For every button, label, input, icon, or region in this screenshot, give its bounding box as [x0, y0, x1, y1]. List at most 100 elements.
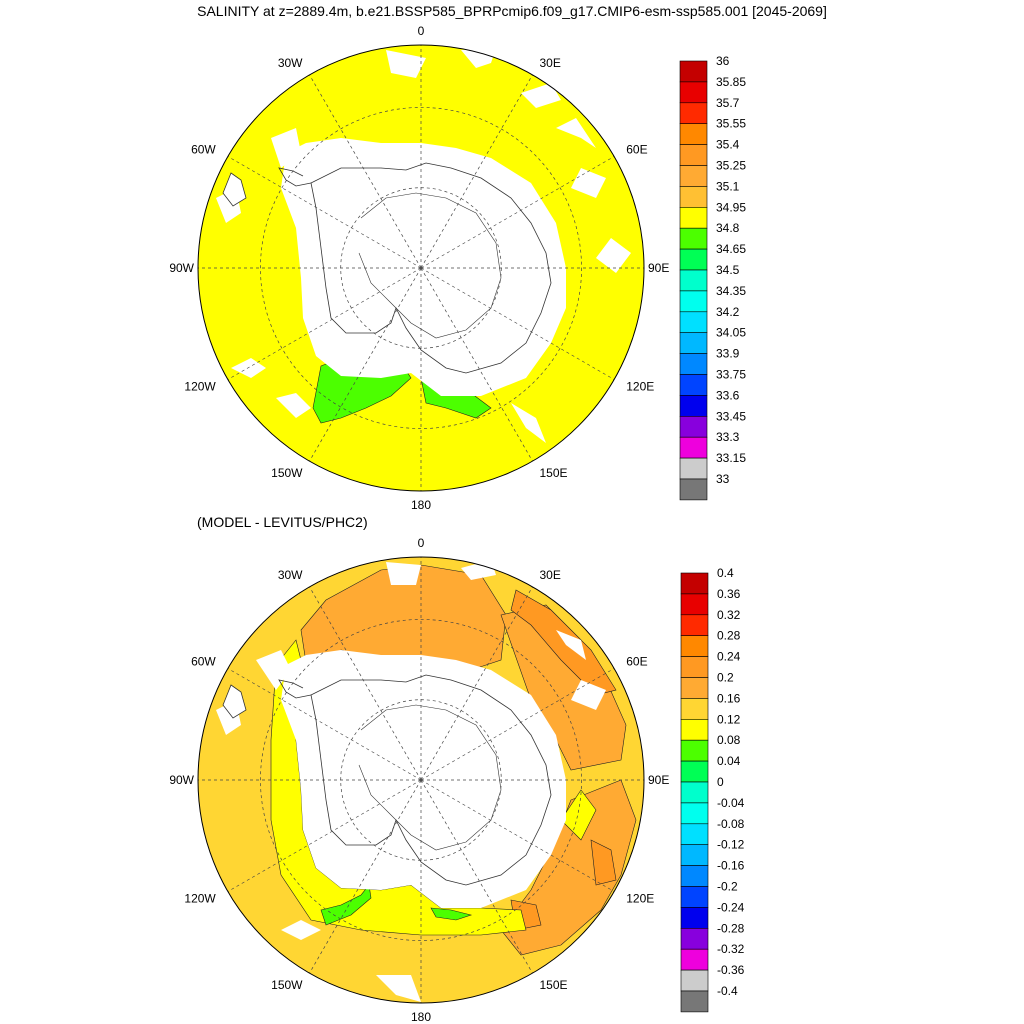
colorbar-box: [679, 395, 708, 417]
antarctic-peninsula: [278, 167, 312, 187]
colorbar-tick-label: -0.36: [717, 963, 745, 977]
longitude-label: 30E: [540, 56, 561, 70]
colorbar-tick-label: 35.7: [716, 96, 740, 110]
colorbar-tick-label: 33.6: [716, 388, 740, 402]
antarctic-peninsula: [278, 679, 312, 699]
colorbar-box: [679, 102, 708, 125]
meridian-line: [420, 779, 533, 974]
colorbar-tick-label: 0.32: [717, 608, 741, 622]
longitude-label: 30E: [540, 568, 561, 582]
meridian-line: [420, 668, 615, 781]
colorbar-tick-label: -0.32: [717, 942, 745, 956]
colorbar-box: [679, 144, 708, 166]
colorbar-tick-label: -0.04: [717, 796, 745, 810]
colorbar-box: [679, 269, 708, 292]
missing-data-patch: [231, 358, 266, 378]
meridian-line: [309, 586, 422, 781]
missing-data-patch: [386, 562, 421, 585]
colorbar-tick-label: -0.16: [717, 859, 745, 873]
colorbar-box: [680, 614, 709, 636]
colorbar-box: [680, 656, 709, 678]
meridian-line: [420, 267, 533, 462]
colorbar-box: [679, 478, 708, 501]
meridian-line: [227, 267, 422, 380]
colorbar-box: [680, 698, 709, 720]
longitude-label: 60W: [191, 143, 216, 157]
colorbar-tick-label: 35.55: [716, 117, 746, 131]
colorbar-tick-label: 33.3: [716, 430, 740, 444]
colorbar-box: [680, 635, 709, 657]
missing-data-patch: [521, 83, 561, 108]
map-boundary: [197, 44, 645, 492]
colorbar-tick-label: -0.24: [717, 900, 745, 914]
difference-colorbar: 0.4 0.36 0.32 0.28 0.24 0.2 0.16 0.12 0.08 0.04 0 -…: [680, 566, 745, 1013]
missing-data-patch: [376, 975, 421, 1002]
colorbar-box: [680, 844, 709, 866]
meridian-line: [420, 267, 615, 380]
colorbar-tick-label: 0.4: [717, 566, 734, 580]
colorbar-box: [680, 927, 709, 950]
colorbar-box: [679, 415, 708, 438]
missing-data-patch: [556, 630, 586, 660]
longitude-label: 180: [411, 1010, 431, 1024]
colorbar-tick-label: 34.05: [716, 326, 746, 340]
missing-data-patch: [281, 920, 321, 940]
colorbar-box: [679, 165, 708, 187]
longitude-label: 120W: [184, 380, 216, 394]
meridian-line: [309, 267, 422, 462]
colorbar-box: [680, 823, 709, 845]
longitude-label: 0: [418, 24, 425, 38]
colorbar-box: [680, 739, 709, 762]
longitude-label: 90W: [169, 261, 194, 275]
colorbar-tick-label: 35.85: [716, 75, 746, 89]
antarctica-coastline: [310, 674, 552, 886]
colorbar-tick-label: 34.65: [716, 242, 746, 256]
colorbar-tick-label: 35.1: [716, 179, 740, 193]
colorbar-tick-label: -0.2: [717, 880, 738, 894]
lowest-difference-region: [430, 907, 473, 921]
latitude-circle: [260, 107, 582, 429]
colorbar-box: [679, 207, 708, 229]
colorbar-box: [679, 81, 708, 104]
colorbar-box: [680, 886, 709, 908]
meridian-line: [309, 74, 422, 269]
colorbar-box: [679, 457, 708, 480]
colorbar-box: [679, 186, 708, 208]
meridian-line: [227, 668, 422, 781]
missing-data-patch: [386, 50, 426, 78]
salinity-colorbar: 36 35.85 35.7 35.55 35.4 35.25 35.1 34.95 34.8 34…: [679, 54, 746, 501]
map-boundary: [197, 556, 645, 1004]
longitude-label: 120E: [626, 380, 654, 394]
longitude-label: 150W: [271, 978, 303, 992]
difference-map-title: (MODEL - LEVITUS/PHC2): [197, 514, 368, 530]
longitude-label: 30W: [278, 56, 303, 70]
colorbar-tick-label: 33: [716, 472, 730, 486]
figure-title: SALINITY at z=2889.4m, b.e21.BSSP585_BPR…: [197, 3, 827, 19]
colorbar-tick-label: -0.28: [717, 921, 745, 935]
meridian-line: [227, 156, 422, 269]
longitude-label: 120W: [184, 892, 216, 906]
colorbar-box: [680, 677, 709, 699]
colorbar-box: [679, 311, 708, 333]
colorbar-box: [680, 760, 709, 783]
colorbar-tick-label: 34.5: [716, 263, 740, 277]
colorbar-tick-label: 36: [716, 54, 730, 68]
colorbar-box: [680, 802, 709, 825]
missing-data-patch: [511, 403, 546, 443]
colorbar-tick-label: 0: [717, 775, 724, 789]
colorbar-tick-label: 34.8: [716, 221, 740, 235]
meridian-line: [420, 74, 533, 269]
colorbar-tick-label: -0.08: [717, 817, 745, 831]
longitude-label: 120E: [626, 892, 654, 906]
colorbar-tick-label: 34.2: [716, 305, 740, 319]
colorbar-tick-label: 33.75: [716, 368, 746, 382]
colorbar-tick-label: -0.12: [717, 838, 745, 852]
colorbar-tick-label: -0.4: [717, 984, 738, 998]
meridian-line: [420, 779, 615, 892]
colorbar-box: [680, 907, 709, 929]
longitude-label: 90E: [648, 261, 669, 275]
colorbar-tick-label: 34.35: [716, 284, 746, 298]
colorbar-tick-label: 33.15: [716, 451, 746, 465]
colorbar-box: [679, 60, 708, 83]
